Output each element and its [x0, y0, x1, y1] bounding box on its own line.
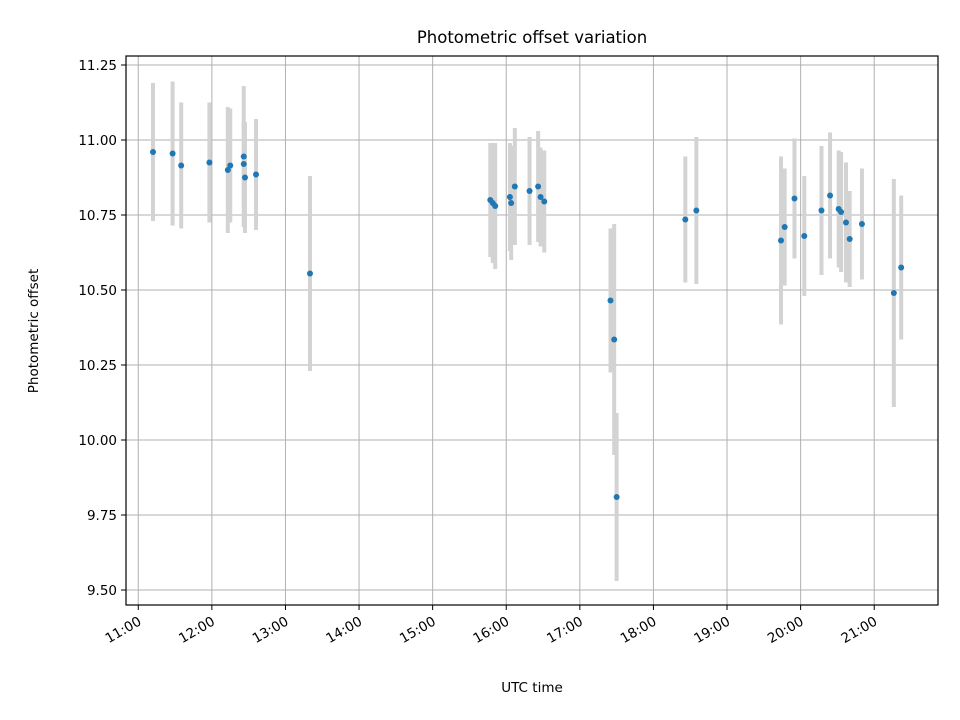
data-point	[240, 153, 247, 160]
data-point	[492, 203, 499, 209]
data-point	[791, 195, 798, 202]
y-tick-label: 10.25	[78, 358, 117, 374]
data-point	[838, 209, 845, 215]
data-point	[224, 167, 231, 173]
data-point	[169, 150, 176, 157]
y-tick-label: 9.50	[87, 583, 117, 599]
data-point	[537, 194, 544, 200]
data-point	[858, 221, 865, 227]
y-axis-ticks: 9.50 9.75 10.00 10.25 10.50 10.75 11.00 11.25	[78, 58, 126, 599]
data-point	[526, 188, 533, 194]
data-point	[801, 233, 808, 239]
data-point	[253, 171, 260, 178]
data-point	[178, 162, 185, 169]
data-point	[535, 183, 542, 190]
data-point	[818, 207, 825, 214]
data-point	[511, 183, 518, 190]
chart-title: Photometric offset variation	[417, 28, 647, 47]
y-tick-label: 10.50	[78, 283, 117, 299]
x-axis-label: UTC time	[501, 680, 563, 696]
data-point	[846, 236, 853, 242]
y-tick-label: 10.00	[78, 433, 117, 449]
data-point	[206, 159, 213, 166]
data-point	[781, 224, 788, 230]
data-point	[611, 336, 618, 343]
data-point	[227, 162, 234, 169]
data-point	[613, 494, 620, 500]
data-point	[843, 219, 850, 226]
y-tick-label: 11.00	[78, 133, 117, 149]
y-tick-label: 10.75	[78, 208, 117, 224]
grid	[126, 56, 938, 605]
y-tick-label: 11.25	[78, 58, 117, 74]
y-tick-label: 9.75	[87, 508, 117, 524]
plot-frame	[125, 55, 939, 606]
data-point	[541, 198, 548, 205]
data-point	[827, 192, 834, 199]
data-point	[240, 161, 247, 167]
data-point	[777, 237, 784, 244]
y-axis-label: Photometric offset	[26, 269, 42, 393]
data-point	[890, 290, 897, 296]
data-point	[682, 216, 689, 223]
data-point	[241, 174, 248, 181]
data-point	[693, 207, 700, 214]
data-point	[508, 200, 515, 206]
data-point	[898, 264, 905, 271]
data-point	[149, 149, 156, 155]
data-point	[306, 270, 313, 277]
data-point	[506, 194, 513, 200]
data-points	[149, 149, 905, 500]
data-point	[607, 297, 614, 304]
